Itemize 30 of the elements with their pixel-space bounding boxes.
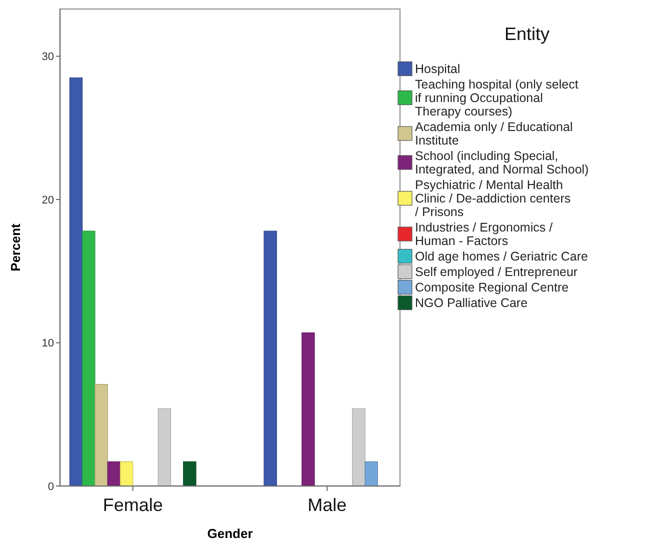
bar <box>69 77 83 486</box>
legend-label: Hospital <box>415 62 460 76</box>
y-tick-label: 10 <box>42 338 54 350</box>
x-tick-label: Male <box>308 495 347 515</box>
x-tick-label: Female <box>102 495 163 515</box>
legend-title: Entity <box>504 24 550 44</box>
legend-label: Psychiatric / Mental Health Clinic / De-addiction centers / Prisons <box>415 178 571 219</box>
legend-label: School (including Special, Integrated, and Normal School) <box>415 149 589 176</box>
legend-label: Teaching hospital (only select if running Occupational Therapy courses) <box>415 78 579 118</box>
bar <box>264 230 277 486</box>
bar <box>302 332 315 486</box>
bar <box>94 384 108 486</box>
legend-label: NGO Palliative Care <box>415 296 528 310</box>
bar <box>352 408 366 486</box>
y-tick-label: 20 <box>42 194 54 206</box>
y-tick-label: 0 <box>48 480 54 493</box>
bar <box>364 461 378 486</box>
y-tick-label: 30 <box>42 51 54 64</box>
y-axis-title: Percent <box>8 222 23 272</box>
bar <box>183 461 196 486</box>
bar <box>82 230 96 486</box>
legend-label: Old age homes / Geriatric Care <box>415 250 588 264</box>
x-axis-title: Gender <box>207 526 253 541</box>
legend-label: Academia only / Educational Institute <box>415 120 573 148</box>
bar <box>107 461 121 486</box>
bar <box>158 408 172 486</box>
legend-label: Self employed / Entrepreneur <box>415 265 578 279</box>
legend-label: Composite Regional Centre <box>415 280 569 294</box>
legend-label: Industries / Ergonomics / Human - Factors <box>415 220 554 248</box>
bar <box>120 461 134 486</box>
